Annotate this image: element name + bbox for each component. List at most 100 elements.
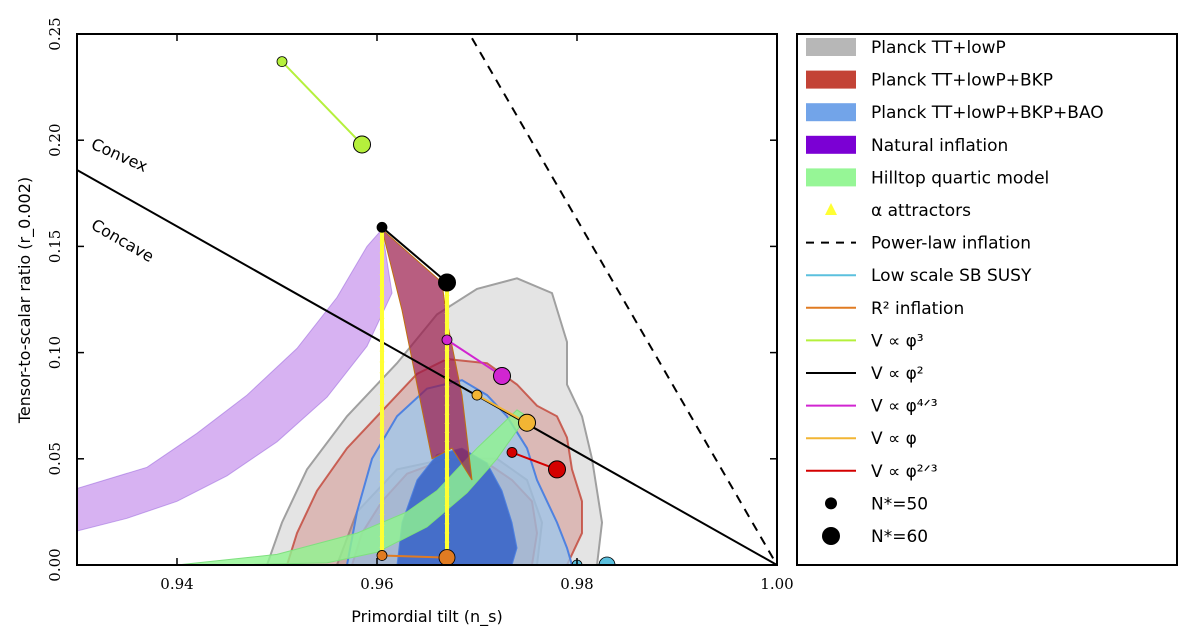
monomial-n50-2 <box>441 334 453 346</box>
alpha-attractor-triangle <box>444 290 450 296</box>
monomial-n60-0 <box>353 135 371 154</box>
alpha-attractor-triangle <box>379 389 385 395</box>
legend-label: N*=50 <box>871 494 928 514</box>
monomial-n50-1 <box>376 221 388 233</box>
alpha-attractor-triangle <box>444 299 450 305</box>
plot-area <box>77 37 777 565</box>
power-law-inflation-line <box>471 37 777 565</box>
alpha-attractor-triangle <box>379 302 385 308</box>
y-tick-label: 0.20 <box>46 123 64 156</box>
alpha-attractor-triangle <box>379 444 385 450</box>
legend-label: V ∝ φ² <box>871 364 924 384</box>
legend-box <box>796 33 1178 566</box>
monomial-line-0 <box>281 60 363 146</box>
alpha-attractor-triangle <box>444 327 450 333</box>
alpha-attractor-triangle <box>379 335 385 341</box>
alpha-attractor-triangle <box>444 528 450 534</box>
alpha-attractor-triangle <box>379 248 385 254</box>
alpha-attractor-triangle <box>444 509 450 515</box>
alpha-attractor-triangle <box>379 531 385 537</box>
convex-concave-line <box>77 169 777 565</box>
plot-frame <box>76 33 778 566</box>
monomial-n60-1 <box>438 273 456 292</box>
alpha-attractor-triangle <box>379 291 385 297</box>
legend-label: V ∝ φ³ <box>871 331 924 351</box>
legend-label: α attractors <box>871 201 971 221</box>
alpha-attractor-triangle <box>444 309 450 315</box>
alpha-attractor-triangle <box>379 411 385 417</box>
y-tick-label: 0.00 <box>46 548 64 581</box>
alpha-attractor-triangle <box>379 455 385 461</box>
alpha-attractor-triangle <box>444 482 450 488</box>
legend-label: V ∝ φ²ᐟ³ <box>871 462 938 482</box>
legend-label: Power-law inflation <box>871 234 1031 254</box>
region-hilltop-quartic <box>176 409 528 565</box>
alpha-attractor-triangle <box>444 473 450 479</box>
alpha-attractor-triangle <box>444 409 450 415</box>
y-tick-label: 0.25 <box>46 17 64 50</box>
alpha-attractor-triangle <box>379 466 385 472</box>
alpha-attractor-triangle <box>444 455 450 461</box>
alpha-attractor-triangle <box>444 391 450 397</box>
r2-inflation-n60 <box>438 549 456 565</box>
legend-label: Low scale SB SUSY <box>871 266 1032 286</box>
alpha-attractor-triangle <box>379 498 385 504</box>
alpha-attractor-triangle <box>444 363 450 369</box>
axes: 0.94 0.96 0.98 1.00 0.00 0.05 0.10 0.15 0.20 0.25 <box>46 17 794 593</box>
monomial-line-2 <box>446 339 503 377</box>
r2-inflation-line <box>381 554 448 559</box>
monomial-line-3 <box>476 394 528 424</box>
legend-label: Natural inflation <box>871 136 1008 156</box>
r2-inflation-n50 <box>376 550 388 561</box>
legend-label: Planck TT+lowP+BKP+BAO <box>871 103 1104 123</box>
alpha-attractor-triangle <box>379 379 385 385</box>
alpha-attractor-triangle <box>379 324 385 330</box>
legend-label: Planck TT+lowP <box>871 38 1006 58</box>
alpha-attractor-triangle <box>379 488 385 494</box>
alpha-attractor-triangle <box>444 464 450 470</box>
legend-swatch <box>806 70 856 89</box>
alpha-attractor-triangle <box>379 280 385 286</box>
legend-label: Planck TT+lowP+BKP <box>871 71 1053 91</box>
monomial-n50-4 <box>506 447 518 458</box>
alpha-attractor-triangle <box>444 537 450 543</box>
alpha-attractor-triangle <box>379 400 385 406</box>
monomial-n60-3 <box>518 413 536 432</box>
alpha-attractor-triangle <box>379 368 385 374</box>
alpha-attractor-triangle <box>379 270 385 276</box>
alpha-attractor-triangle <box>379 433 385 439</box>
legend: Planck TT+lowP Planck TT+lowP+BKP Planck T… <box>806 38 1104 547</box>
alpha-attractor-triangle <box>444 382 450 388</box>
alpha-attractor-triangle <box>444 427 450 433</box>
alpha-attractor-triangle <box>444 354 450 360</box>
alpha-attractor-triangle <box>379 237 385 243</box>
legend-label: V ∝ φ⁴ᐟ³ <box>871 397 938 417</box>
alpha-attractor-triangle <box>444 491 450 497</box>
legend-swatch-dot-small <box>825 497 837 510</box>
alpha-attractor-triangle <box>379 477 385 483</box>
legend-label: Hilltop quartic model <box>871 168 1049 188</box>
y-axis-label: Tensor-to-scalar ratio (r_0.002) <box>15 177 35 424</box>
alpha-attractor-triangle <box>444 436 450 442</box>
alpha-attractor-triangle <box>444 418 450 424</box>
alpha-attractor-triangle <box>444 318 450 324</box>
monomial-n50-3 <box>471 389 483 401</box>
alpha-attractor-triangle <box>379 357 385 363</box>
monomial-n60-2 <box>493 366 511 385</box>
alpha-attractor-triangle <box>379 542 385 548</box>
monomial-n60-4 <box>548 460 566 479</box>
alpha-attractor-triangle <box>379 346 385 352</box>
legend-swatch-triangle <box>825 203 837 215</box>
legend-label: N*=60 <box>871 527 928 547</box>
legend-swatch <box>806 38 856 56</box>
alpha-attractor-triangle <box>444 372 450 378</box>
monomial-line-1 <box>381 226 448 284</box>
low-scale-susy-n60 <box>598 556 616 565</box>
alpha-attractor-triangle <box>444 500 450 506</box>
y-tick-label: 0.05 <box>46 442 64 475</box>
legend-label: R² inflation <box>871 299 964 319</box>
y-tick-label: 0.15 <box>46 230 64 263</box>
x-tick-label: 0.94 <box>160 575 193 593</box>
x-axis-label: Primordial tilt (n_s) <box>351 607 502 627</box>
